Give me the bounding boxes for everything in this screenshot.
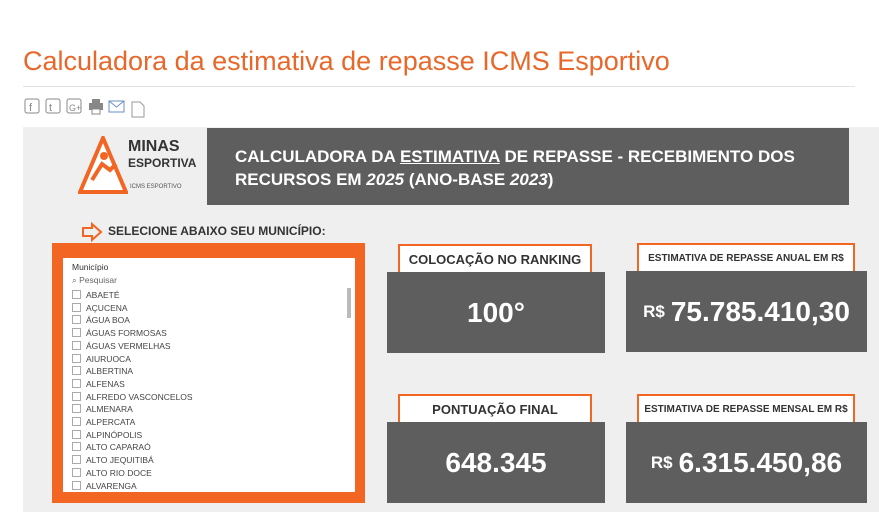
logo-text: MINAS — [128, 138, 180, 155]
value: 648.345 — [445, 446, 547, 478]
header-text: 2025 — [366, 170, 405, 189]
slicer-item[interactable]: ALTO CAPARAÓ — [72, 442, 151, 452]
search-box[interactable]: ⌕ Pesquisar — [72, 275, 117, 285]
slicer-label: Município — [72, 262, 109, 272]
logo-text: ICMS ESPORTIVO — [130, 184, 182, 190]
slicer-item[interactable]: ALPINÓPOLIS — [72, 429, 143, 440]
card-value: 648.345 — [387, 422, 605, 503]
currency: R$ — [643, 301, 665, 321]
checkbox[interactable] — [72, 328, 81, 338]
value: 100° — [467, 296, 525, 328]
checkbox[interactable] — [72, 404, 81, 414]
svg-text:f: f — [29, 102, 33, 114]
header-text: ESTIMATIVA — [399, 147, 500, 166]
slicer-item[interactable]: ÁGUA BOA — [72, 315, 130, 325]
checkbox[interactable] — [72, 378, 81, 388]
header-text: 2023 — [509, 170, 548, 189]
icon[interactable]: t — [45, 98, 61, 114]
icon[interactable] — [131, 101, 145, 118]
checkbox[interactable] — [72, 315, 81, 325]
item-label: AÇUCENA — [86, 302, 128, 313]
icon[interactable]: f — [24, 98, 40, 114]
arrow-icon — [82, 222, 103, 242]
checkbox[interactable] — [72, 302, 81, 312]
slicer-item[interactable]: ALTO RIO DOCE — [72, 467, 152, 478]
slicer-item[interactable]: ÁGUAS VERMELHAS — [72, 340, 171, 351]
logo-mark — [78, 136, 128, 194]
header-text: CALCULADORA DA — [235, 147, 400, 166]
divider — [23, 86, 855, 87]
value: 75.785.410,30 — [670, 295, 850, 327]
slicer-item[interactable]: ÁGUAS FORMOSAS — [72, 328, 167, 338]
item-label: ALMENARA — [86, 404, 133, 415]
svg-text:t: t — [49, 102, 52, 114]
item-label: ALVARENGA — [86, 480, 137, 491]
checkbox[interactable] — [72, 442, 81, 452]
header-text: (ANO-BASE — [404, 170, 510, 189]
logo-text: ESPORTIVA — [128, 156, 197, 170]
item-label: ALBERTINA — [86, 366, 134, 377]
slicer-item[interactable]: ALFREDO VASCONCELOS — [72, 391, 193, 402]
slicer-item[interactable]: ALTO JEQUITIBÁ — [72, 455, 154, 465]
select-prompt: SELECIONE ABAIXO SEU MUNICÍPIO: — [108, 224, 326, 238]
checkbox[interactable] — [72, 455, 81, 465]
checkbox[interactable] — [72, 480, 81, 490]
checkbox[interactable] — [72, 429, 81, 439]
item-label: ÁGUA BOA — [86, 315, 130, 326]
checkbox[interactable] — [72, 353, 81, 363]
scrollbar[interactable] — [347, 288, 351, 318]
item-label: ALTO JEQUITIBÁ — [86, 455, 154, 466]
card-label: COLOCAÇÃO NO RANKING — [398, 244, 592, 273]
slicer-item[interactable]: AÇUCENA — [72, 302, 128, 313]
item-label: ÁGUAS FORMOSAS — [86, 328, 167, 339]
slicer-item[interactable]: ALPERCATA — [72, 417, 135, 427]
currency: R$ — [650, 452, 673, 472]
item-label: ALPERCATA — [86, 417, 136, 427]
icon[interactable] — [108, 100, 125, 113]
card-value: R$ 75.785.410,30 — [626, 271, 867, 352]
item-label: ALTO RIO DOCE — [86, 467, 152, 478]
value: 6.315.450,86 — [678, 446, 843, 478]
item-label: ALPINÓPOLIS — [86, 429, 143, 440]
item-label: ÁGUAS VERMELHAS — [86, 340, 171, 351]
slicer-item[interactable]: ALBERTINA — [72, 366, 133, 376]
checkbox[interactable] — [72, 340, 81, 350]
checkbox[interactable] — [72, 366, 81, 376]
icon[interactable] — [89, 99, 103, 115]
slicer-item[interactable]: ABAETÉ — [72, 290, 120, 300]
slicer-item[interactable]: AIURUOCA — [72, 353, 131, 364]
slicer-item[interactable]: ALFENAS — [72, 378, 125, 389]
checkbox[interactable] — [72, 391, 81, 401]
card-value: 100° — [387, 272, 605, 353]
svg-text:G+: G+ — [69, 103, 81, 113]
card-label: ESTIMATIVA DE REPASSE ANUAL EM R$ — [637, 243, 855, 272]
checkbox[interactable] — [72, 417, 81, 426]
slicer: Município ⌕ Pesquisar ABAETÉ AÇUCENA ÁGUA … — [63, 258, 355, 492]
item-label: ALTO CAPARAÓ — [86, 442, 151, 453]
slicer-item[interactable]: ALMENARA — [72, 404, 133, 414]
item-label: ABAETÉ — [86, 290, 120, 300]
share-icons: f t G+ — [24, 98, 145, 118]
checkbox[interactable] — [72, 467, 81, 477]
card-value: R$ 6.315.450,86 — [626, 422, 867, 503]
icon[interactable]: G+ — [66, 98, 82, 114]
header-text: DE REPASSE - RECEBIMENTO DOS RECURSOS EM — [235, 147, 795, 189]
report-header: CALCULADORA DA ESTIMATIVA DE REPASSE - R… — [207, 128, 849, 205]
card-label: ESTIMATIVA DE REPASSE MENSAL EM R$ — [637, 394, 855, 423]
checkbox[interactable] — [72, 290, 81, 299]
slicer-item[interactable]: ALVARENGA — [72, 480, 137, 491]
item-label: ALFENAS — [86, 378, 125, 389]
item-label: ALFREDO VASCONCELOS — [86, 391, 193, 402]
card-label: PONTUAÇÃO FINAL — [398, 394, 592, 423]
header-text: ) — [547, 170, 554, 189]
item-label: AIURUOCA — [86, 353, 131, 364]
search-placeholder: Pesquisar — [79, 275, 117, 285]
page-title: Calculadora da estimativa de repasse ICM… — [23, 46, 670, 76]
